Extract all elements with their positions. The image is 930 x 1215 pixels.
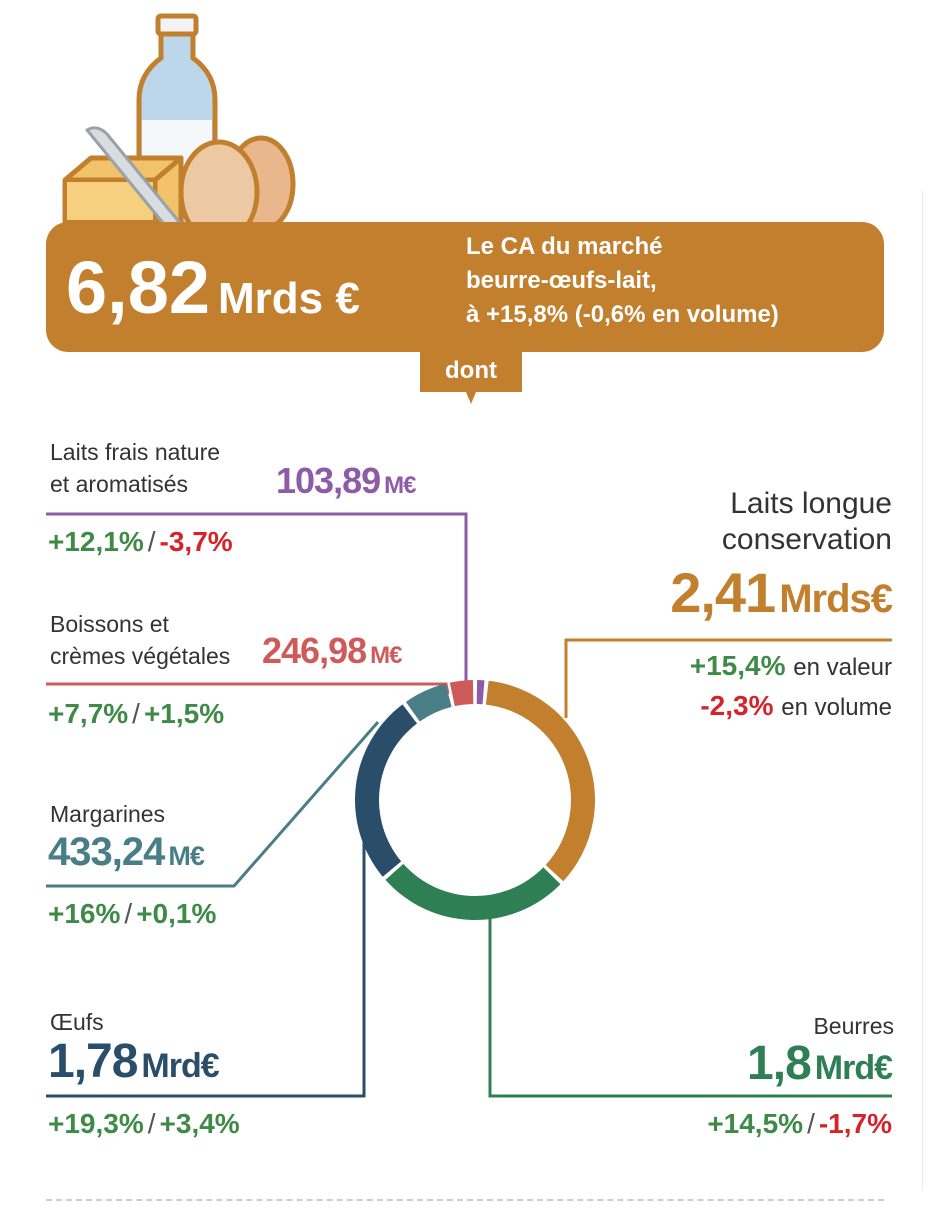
donut-slice-5 [449,680,474,707]
label-laits-longue-line-1: Laits longue [730,487,892,520]
value-laits-longue-unit: Mrds€ [779,577,893,621]
connector-margarines [46,721,380,888]
value-laits-frais-amount: 103,89 [276,460,381,501]
donut-slice-2 [385,863,561,920]
label-boissons-line-1: Boissons et [50,611,169,637]
change-laits-longue-volume: -2,3% en volume [700,690,892,722]
value-boissons: 246,98 M€ [262,630,402,672]
label-oeufs: Œufs [50,1006,104,1038]
knife-icon [85,126,191,242]
banner-line-3: à +15,8% (-0,6% en volume) [466,301,779,328]
value-laits-frais-unit: M€ [384,472,416,499]
donut-slice-1 [485,680,596,882]
label-beurres: Beurres [813,1010,894,1042]
change-separator: / [132,698,140,729]
label-laits-frais: Laits frais nature et aromatisés [50,436,220,500]
total-banner [46,222,884,352]
label-margarines-line-1: Margarines [50,801,166,827]
bottom-divider [46,1199,884,1201]
change-separator: / [807,1108,815,1139]
label-laits-frais-line-2: et aromatisés [50,471,189,497]
value-beurres: 1,8 Mrd€ [747,1036,893,1091]
value-laits-frais: 103,89 M€ [276,460,416,502]
donut-slice-3 [354,704,418,877]
change-laits-frais: +12,1% / -3,7% [48,526,233,558]
label-boissons-line-2: crèmes végétales [50,643,231,669]
banner-line-2: beurre-œufs-lait, [466,267,657,294]
change-beurres-volume: -1,7% [818,1108,892,1139]
label-beurres-line-1: Beurres [813,1013,894,1039]
change-beurres: +14,5% / -1,7% [707,1108,892,1140]
change-laits-longue-volume-text: en volume [781,694,892,721]
value-beurres-unit: Mrd€ [814,1049,893,1087]
label-boissons: Boissons et crèmes végétales [50,608,230,672]
dont-label: dont [445,357,497,384]
change-laits-longue-value-pct: +15,4% [689,650,786,681]
change-oeufs-volume: +3,4% [159,1108,240,1139]
connector-beurres [488,906,892,1098]
total-value: 6,82 Mrds € [66,238,360,349]
connector-laits-frais [46,512,468,690]
value-boissons-unit: M€ [370,642,402,669]
total-unit: Mrds € [218,274,360,323]
change-beurres-value: +14,5% [707,1108,804,1139]
donut-slice-4 [405,683,452,722]
change-margarines-volume: +0,1% [136,898,217,929]
label-laits-frais-line-1: Laits frais nature [50,439,221,465]
banner-line-1: Le CA du marché [466,233,663,260]
value-boissons-amount: 246,98 [262,630,367,671]
change-laits-longue-value: +15,4% en valeur [690,650,892,682]
change-boissons-value: +7,7% [48,698,129,729]
dont-tab [420,352,522,404]
change-margarines: +16% / +0,1% [48,898,216,930]
value-laits-longue: 2,41 Mrds€ [670,560,893,625]
right-rule [922,190,923,1190]
value-oeufs: 1,78 Mrd€ [48,1034,220,1089]
label-oeufs-line-1: Œufs [50,1009,104,1035]
label-laits-longue-line-2: conservation [721,523,892,556]
connector-laits-longue [564,638,892,718]
donut-slice-0 [476,680,485,705]
total-amount: 6,82 [66,246,211,329]
change-boissons-volume: +1,5% [143,698,225,729]
value-beurres-amount: 1,8 [747,1037,812,1090]
change-oeufs: +19,3% / +3,4% [48,1108,240,1140]
label-margarines: Margarines [50,798,165,830]
value-margarines-amount: 433,24 [48,830,165,874]
label-laits-longue: Laits longue conservation [722,486,892,558]
banner-description: Le CA du marché beurre-œufs-lait, à +15,… [466,230,779,332]
change-laits-longue-volume-pct: -2,3% [700,690,774,721]
change-laits-frais-value: +12,1% [48,526,144,557]
change-oeufs-value: +19,3% [48,1108,144,1139]
value-oeufs-unit: Mrd€ [141,1047,219,1085]
change-laits-frais-volume: -3,7% [159,526,233,557]
change-separator: / [147,1108,156,1139]
value-margarines: 433,24 M€ [48,830,205,875]
value-laits-longue-amount: 2,41 [670,561,776,624]
value-margarines-unit: M€ [168,841,205,871]
connector-boissons [46,682,450,695]
change-separator: / [147,526,156,557]
connector-oeufs [46,830,366,1098]
change-margarines-value: +16% [48,898,121,929]
value-oeufs-amount: 1,78 [48,1035,138,1088]
change-separator: / [124,898,133,929]
change-laits-longue-value-text: en valeur [793,654,892,681]
change-boissons: +7,7% / +1,5% [48,698,224,730]
